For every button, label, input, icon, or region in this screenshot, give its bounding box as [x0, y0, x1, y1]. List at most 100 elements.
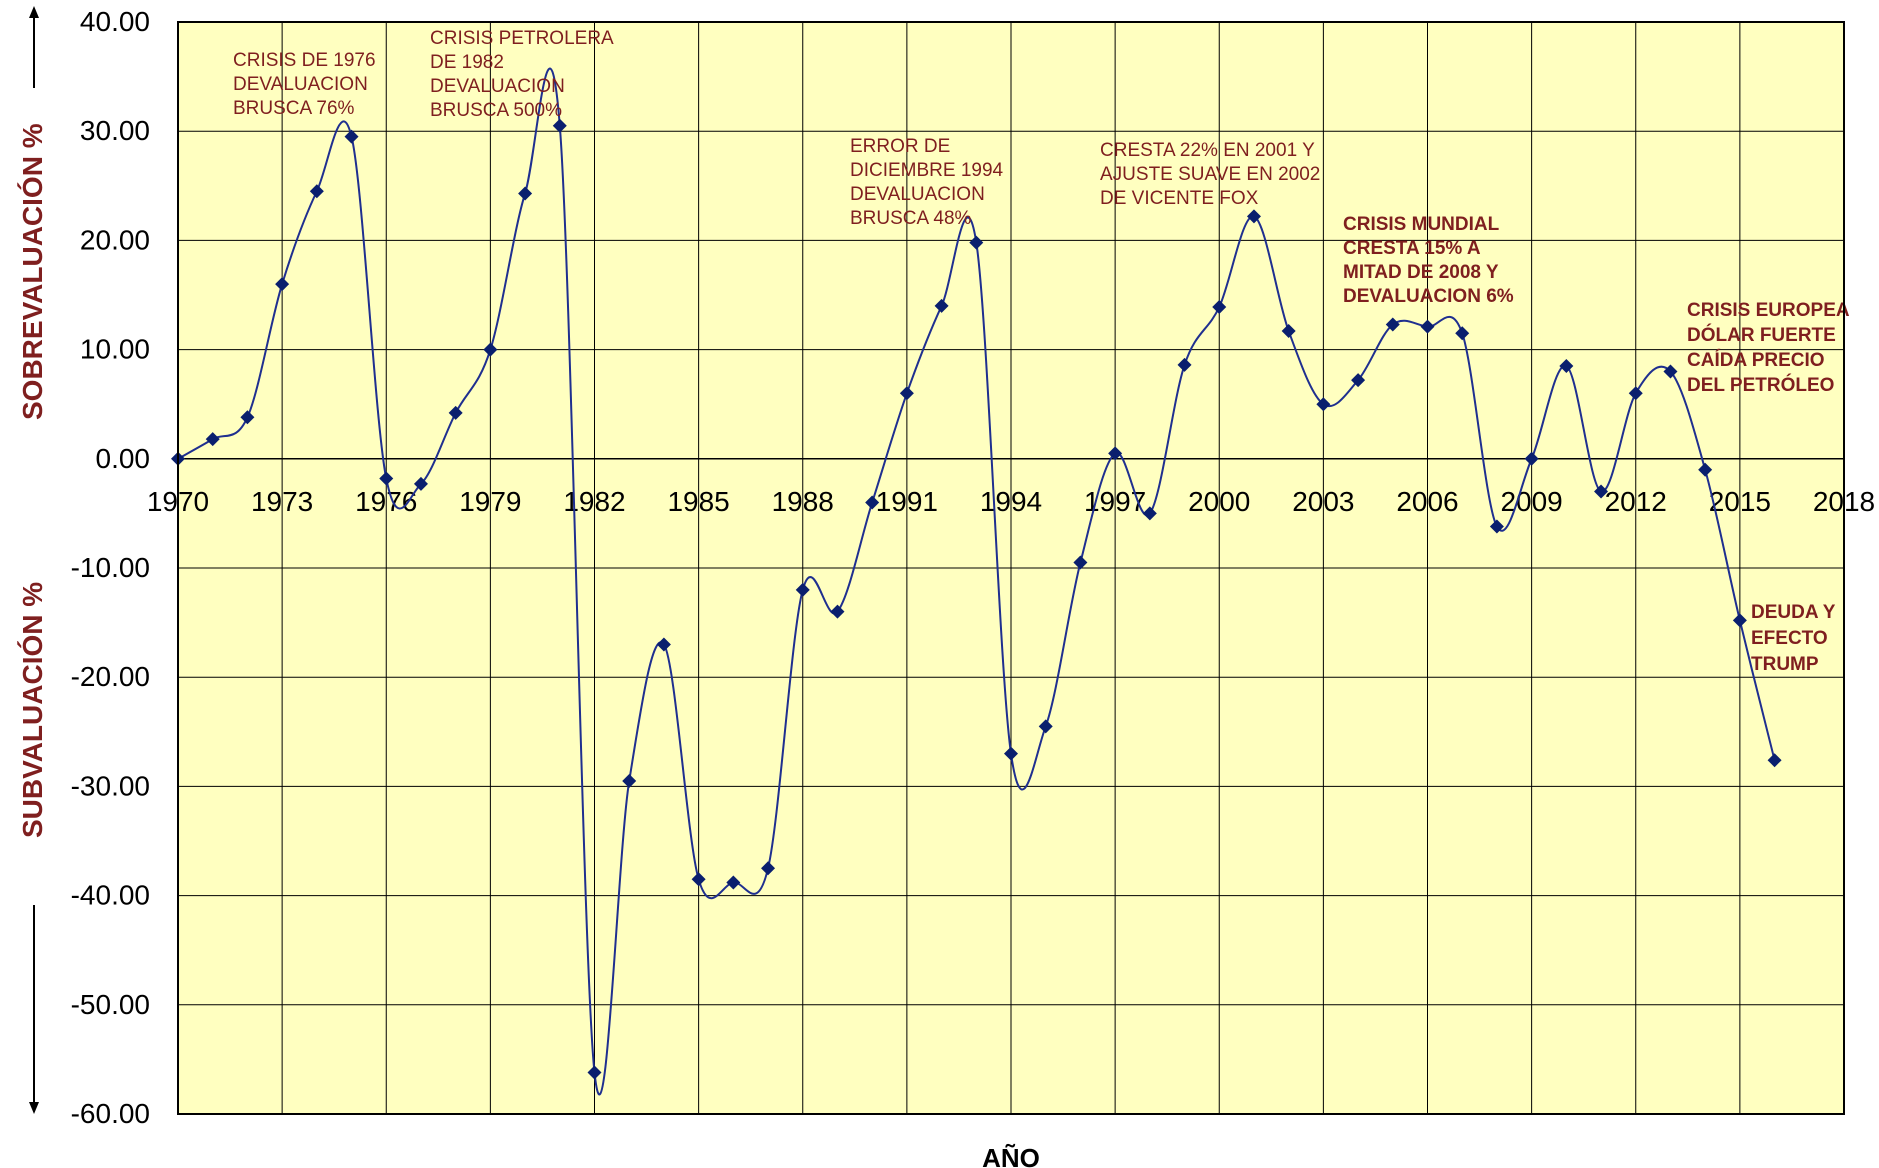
y-axis-ticks: 40.00 30.00 20.00 10.00 0.00 -10.00 -20.00 -30.… [71, 6, 150, 1129]
x-tick-label: 1991 [876, 486, 938, 517]
data-point [1177, 357, 1192, 372]
data-point [656, 637, 671, 652]
data-point [622, 773, 637, 788]
y-tick-label: 20.00 [80, 224, 150, 255]
data-point [1524, 451, 1539, 466]
data-point [1489, 519, 1504, 534]
annotation-line: CAÍDA PRECIO [1687, 349, 1825, 371]
annotation-line: CRESTA 22% EN 2001 Y [1100, 140, 1315, 161]
data-markers [171, 118, 1782, 1080]
data-point [1385, 317, 1400, 332]
y-tick-label: -20.00 [71, 661, 150, 692]
data-point [1212, 300, 1227, 315]
annotation-line: DEVALUACION [430, 76, 565, 97]
x-tick-label: 2006 [1396, 486, 1458, 517]
annotation-line: DEL PETRÓLEO [1687, 374, 1834, 396]
x-tick-label: 1997 [1084, 486, 1146, 517]
up-arrow-icon [29, 6, 39, 18]
data-point [205, 432, 220, 447]
data-point [379, 471, 394, 486]
annotation-line: BRUSCA 76% [233, 98, 355, 119]
data-point [1038, 719, 1053, 734]
data-point [1281, 324, 1296, 339]
data-point [483, 342, 498, 357]
x-tick-label: 2015 [1709, 486, 1771, 517]
annotation-line: BRUSCA 48% [850, 208, 972, 229]
data-point [726, 875, 741, 890]
data-point [587, 1065, 602, 1080]
data-point [309, 184, 324, 199]
annotations: CRISIS DE 1976 DEVALUACION BRUSCA 76%CRISI… [233, 28, 1850, 675]
y-label-top: SOBREVALUACIÓN % [17, 123, 48, 420]
x-tick-label: 2003 [1292, 486, 1354, 517]
data-point [275, 277, 290, 292]
annotation-line: MITAD DE 2008 Y [1343, 262, 1499, 283]
annotation-line: TRUMP [1751, 654, 1819, 675]
annotation-text: CRESTA 22% EN 2001 Y AJUSTE SUAVE EN 2002… [1100, 140, 1320, 209]
data-point [1420, 319, 1435, 334]
data-point [518, 186, 533, 201]
plot-border [177, 21, 1845, 1115]
annotation-text: CRISIS MUNDIAL CRESTA 15% A MITAD DE 2008 … [1343, 214, 1514, 307]
x-tick-label: 1976 [355, 486, 417, 517]
data-point [1594, 484, 1609, 499]
y-tick-label: -40.00 [71, 880, 150, 911]
data-point [830, 604, 845, 619]
annotation-text: DEUDA Y EFECTO TRUMP [1751, 602, 1836, 675]
y-tick-label: -30.00 [71, 770, 150, 801]
y-tick-label: 0.00 [96, 443, 151, 474]
annotation-line: CRISIS DE 1976 [233, 50, 376, 71]
series-line [177, 67, 1776, 1096]
x-axis-label: AÑO [982, 1143, 1040, 1168]
annotation-line: CRISIS EUROPEA [1687, 300, 1850, 321]
data-point [1628, 386, 1643, 401]
data-point [761, 861, 776, 876]
annotation-line: DÓLAR FUERTE [1687, 324, 1836, 346]
annotation-text: CRISIS DE 1976 DEVALUACION BRUSCA 76% [233, 50, 376, 119]
data-point [413, 476, 428, 491]
annotation-line: CRISIS MUNDIAL [1343, 214, 1500, 235]
data-point [552, 118, 567, 133]
data-point [448, 405, 463, 420]
y-label-bottom: SUBVALUACIÓN % [17, 582, 48, 838]
annotation-text: ERROR DE DICIEMBRE 1994 DEVALUACION BRUSCA … [850, 136, 1004, 229]
x-axis-ticks: 1970 1973 1976 1979 1982 1985 1988 1991 1994 1997… [147, 486, 1875, 517]
y-tick-label: -60.00 [71, 1098, 150, 1129]
down-arrow-icon [29, 1102, 39, 1114]
data-point [1246, 209, 1261, 224]
annotation-line: ERROR DE [850, 136, 950, 157]
x-tick-label: 1979 [459, 486, 521, 517]
annotation-line: DEVALUACION [850, 184, 985, 205]
y-tick-label: 40.00 [80, 6, 150, 37]
data-point [240, 410, 255, 425]
y-tick-label: 10.00 [80, 334, 150, 365]
data-point [1455, 326, 1470, 341]
annotation-line: DE VICENTE FOX [1100, 188, 1259, 209]
annotation-line: DEVALUACION [233, 74, 368, 95]
annotation-line: EFECTO [1751, 628, 1828, 649]
data-point [1767, 753, 1782, 768]
data-point [1663, 364, 1678, 379]
x-tick-label: 1994 [980, 486, 1042, 517]
x-tick-label: 1973 [251, 486, 313, 517]
x-tick-label: 2009 [1500, 486, 1562, 517]
annotation-line: DEVALUACION 6% [1343, 286, 1514, 307]
y-tick-label: 30.00 [80, 115, 150, 146]
data-point [691, 872, 706, 887]
data-point [344, 129, 359, 144]
data-point [1073, 555, 1088, 570]
annotation-line: AJUSTE SUAVE EN 2002 [1100, 164, 1320, 185]
y-tick-label: -10.00 [71, 552, 150, 583]
data-point [865, 495, 880, 510]
data-point [1108, 446, 1123, 461]
x-tick-label: 2012 [1605, 486, 1667, 517]
data-point [1142, 506, 1157, 521]
data-point [934, 298, 949, 313]
annotation-line: DEUDA Y [1751, 602, 1836, 623]
annotation-text: CRISIS PETROLERA DE 1982 DEVALUACION BRUSCA… [430, 28, 614, 121]
data-point [1559, 358, 1574, 373]
annotation-line: BRUSCA 500% [430, 100, 562, 121]
data-point [969, 235, 984, 250]
x-tick-label: 2000 [1188, 486, 1250, 517]
